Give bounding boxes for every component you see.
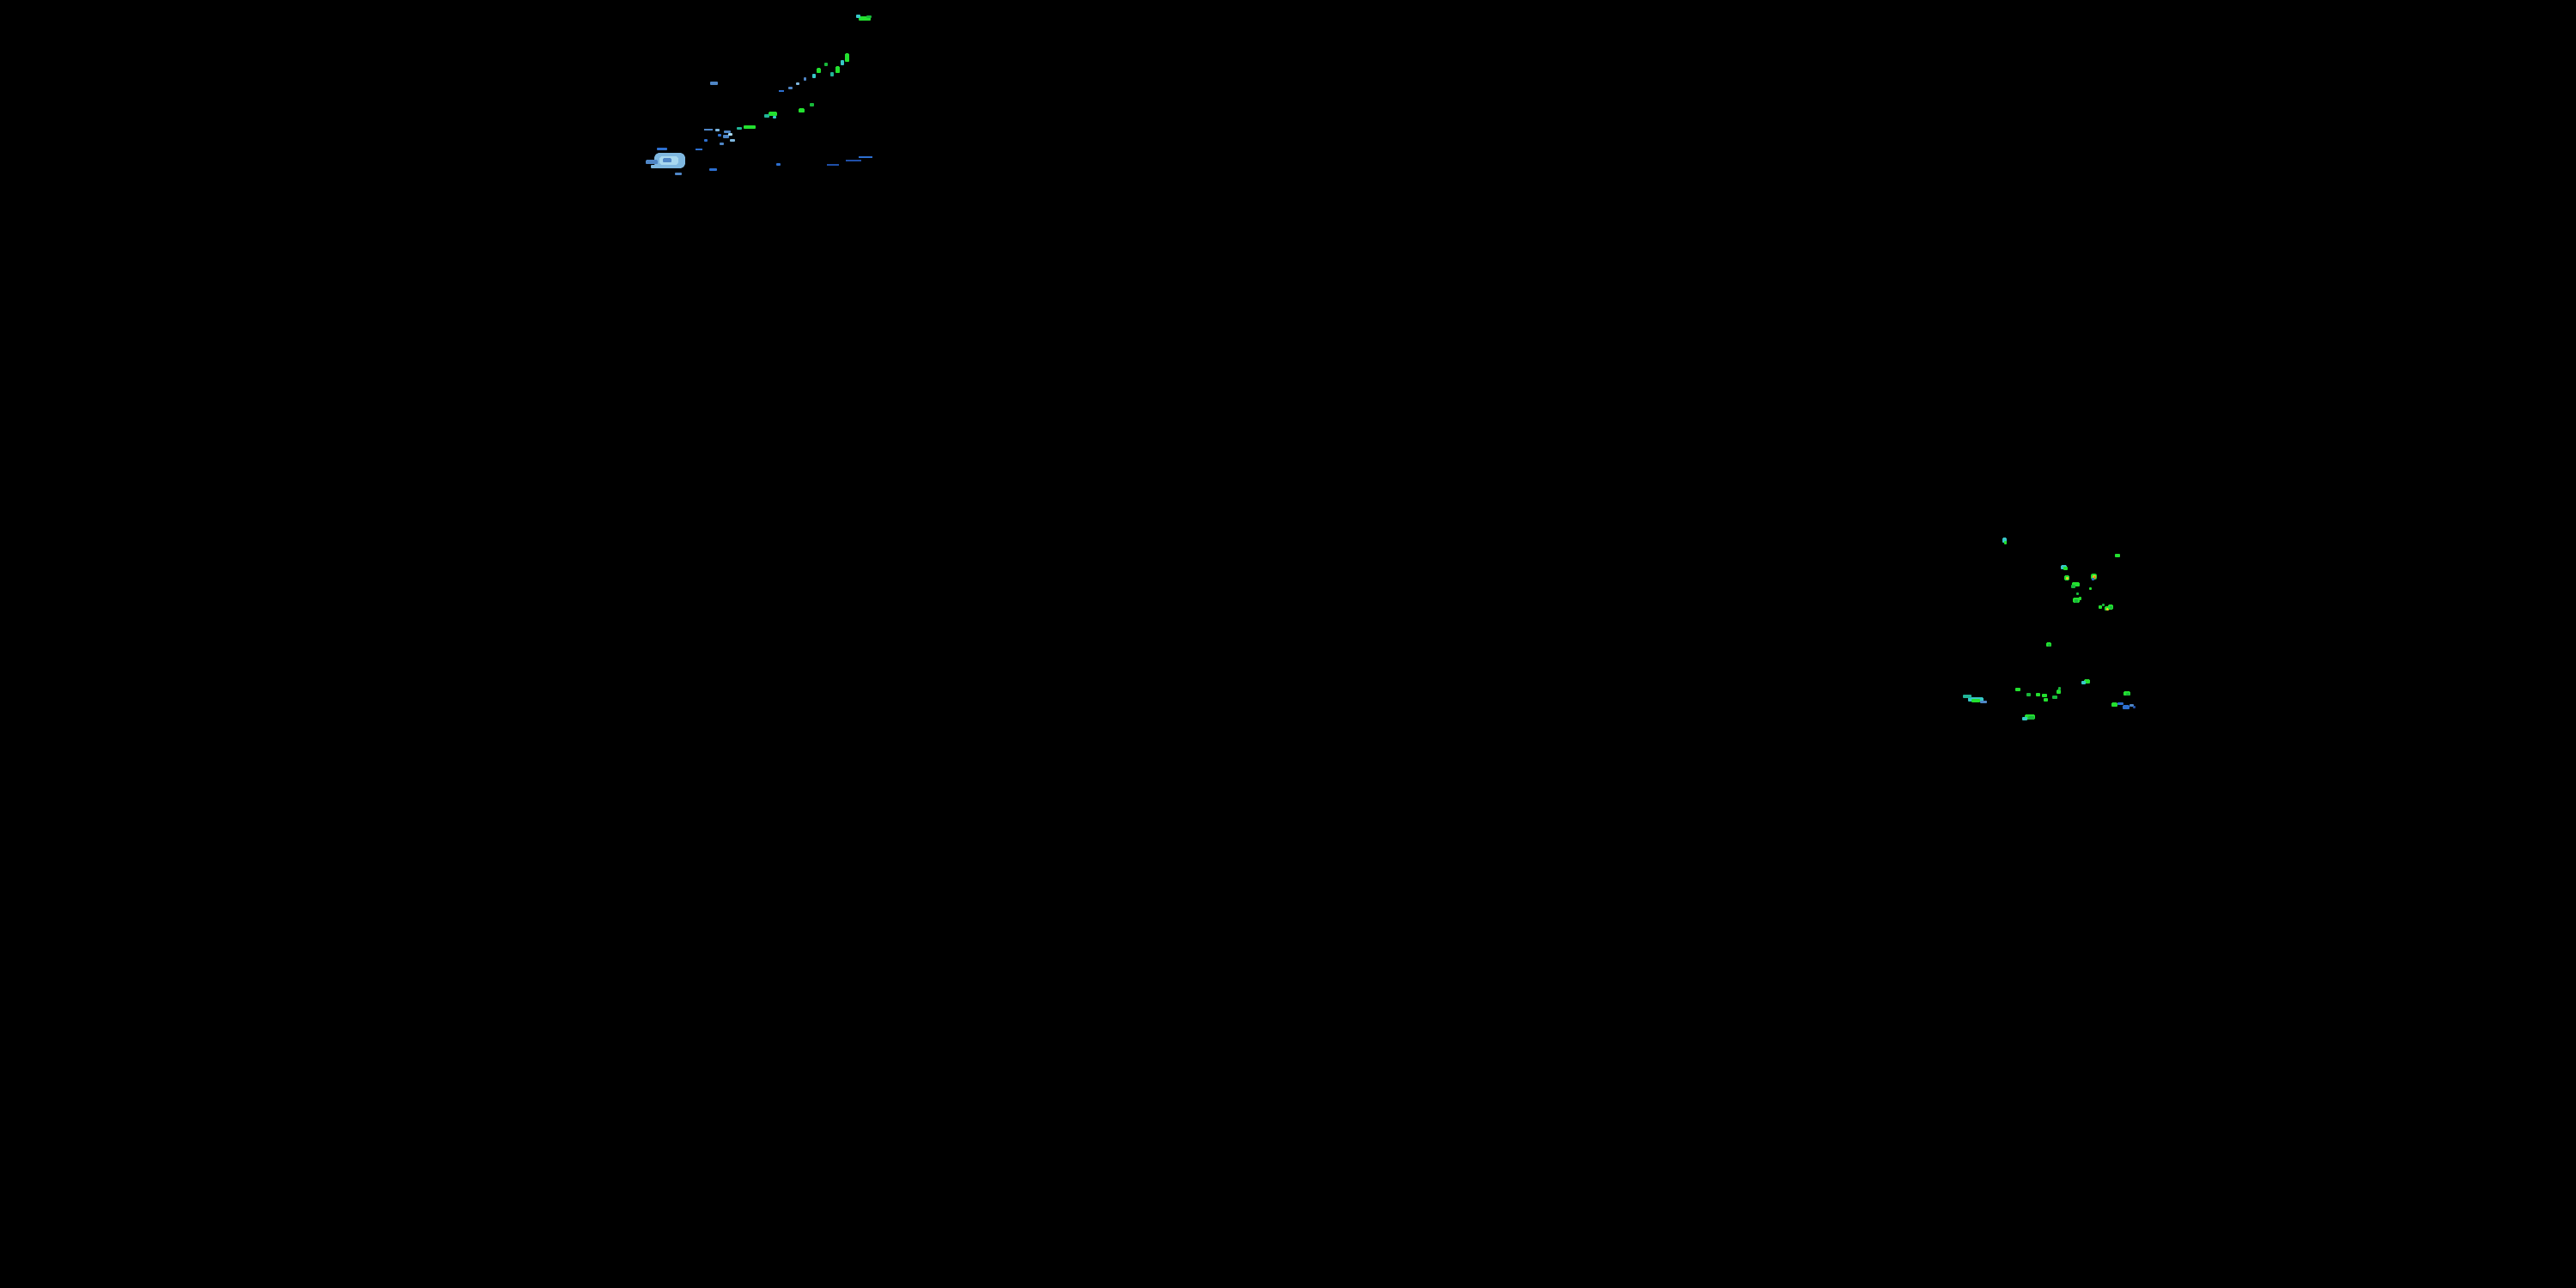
radar-echo-cell [2058,687,2061,690]
radar-echo-cell [2126,693,2129,696]
radar-echo-cell [2004,541,2007,544]
precipitation-echo-group [646,15,2136,720]
radar-echo-cell [2133,706,2136,708]
radar-echo-cell [764,114,769,118]
radar-echo-cell [827,164,839,166]
radar-echo-cell [866,15,872,18]
radar-echo-cell [845,53,849,62]
radar-echo-cell [724,131,731,133]
radar-echo-cell [2081,681,2086,684]
radar-echo-cell [715,129,720,131]
radar-echo-cell [730,139,735,142]
radar-echo-cell [2099,605,2102,609]
radar-echo-cell [1980,701,1987,703]
radar-echo-cell [709,168,717,171]
radar-echo-cell [817,68,821,73]
radar-echo-cell [710,82,718,85]
radar-echo-cell [2015,688,2020,691]
radar-echo-cell [804,77,806,81]
radar-echo-cell [2092,578,2094,580]
radar-echo-cell [773,116,776,118]
radar-echo-cell [796,82,799,85]
radar-echo-cell [1971,699,1980,702]
radar-echo-cell [841,60,844,65]
radar-echo-cell [2102,604,2105,606]
radar-echo-cell [651,165,659,168]
radar-echo-cell [2075,599,2078,603]
radar-echo-cell [2093,576,2096,579]
radar-echo-cell [2044,698,2048,702]
radar-echo-cell [2076,592,2079,595]
radar-echo-cell [2052,696,2057,699]
radar-echo-cell [657,148,667,150]
radar-echo-cell [2063,567,2068,570]
radar-echo-cell [769,112,777,116]
radar-echo-cell [2123,705,2129,709]
radar-echo-cell [835,66,840,73]
radar-echo-cell [2071,585,2075,588]
radar-echo-cell [2115,554,2120,557]
radar-echo-cell [2110,606,2112,609]
radar-echo-cell [2057,690,2061,694]
radar-echo-cell [2036,693,2040,696]
radar-echo-cell [2089,587,2092,590]
radar-echo-cell [2026,693,2031,696]
radar-echo-cell [824,63,828,66]
radar-echo-cell [779,90,784,92]
radar-echo-cell [788,87,793,89]
radar-echo-cell [856,15,860,18]
radar-echo-cell [2022,717,2027,720]
radar-echo-cell [720,143,724,145]
radar-echo-cell [728,133,732,136]
radar-echo-cell [859,156,872,158]
radar-echo-cell [2129,704,2134,707]
radar-echo-cell [696,149,702,150]
radar-echo-cell [737,127,742,130]
radar-echo-cell [723,135,729,138]
radar-echo-cell [2042,694,2047,697]
radar-echo-cell [1963,695,1971,698]
radar-echo-cell [2079,597,2081,600]
radar-echo-cell [2111,702,2117,707]
radar-echo-cell [744,125,756,129]
radar-echo-cell [830,72,834,76]
radar-echo-cell [2048,644,2050,647]
radar-echo-cell [675,173,682,175]
radar-echo-cell [846,160,861,161]
radar-echo-cell [718,134,721,137]
radar-echo-cell [663,158,671,162]
radar-echo-cell [704,139,708,142]
radar-echo-cell [810,103,814,106]
radar-echo-cell [646,160,658,164]
radar-echo-cell [704,129,713,131]
radar-echo-cell [812,74,816,78]
radar-echo-cell [799,108,805,112]
radar-echo-cell [2028,716,2034,720]
radar-echo-cell [2117,702,2123,705]
radar-echo-cell [2066,577,2069,580]
radar-echo-cell [776,163,781,166]
